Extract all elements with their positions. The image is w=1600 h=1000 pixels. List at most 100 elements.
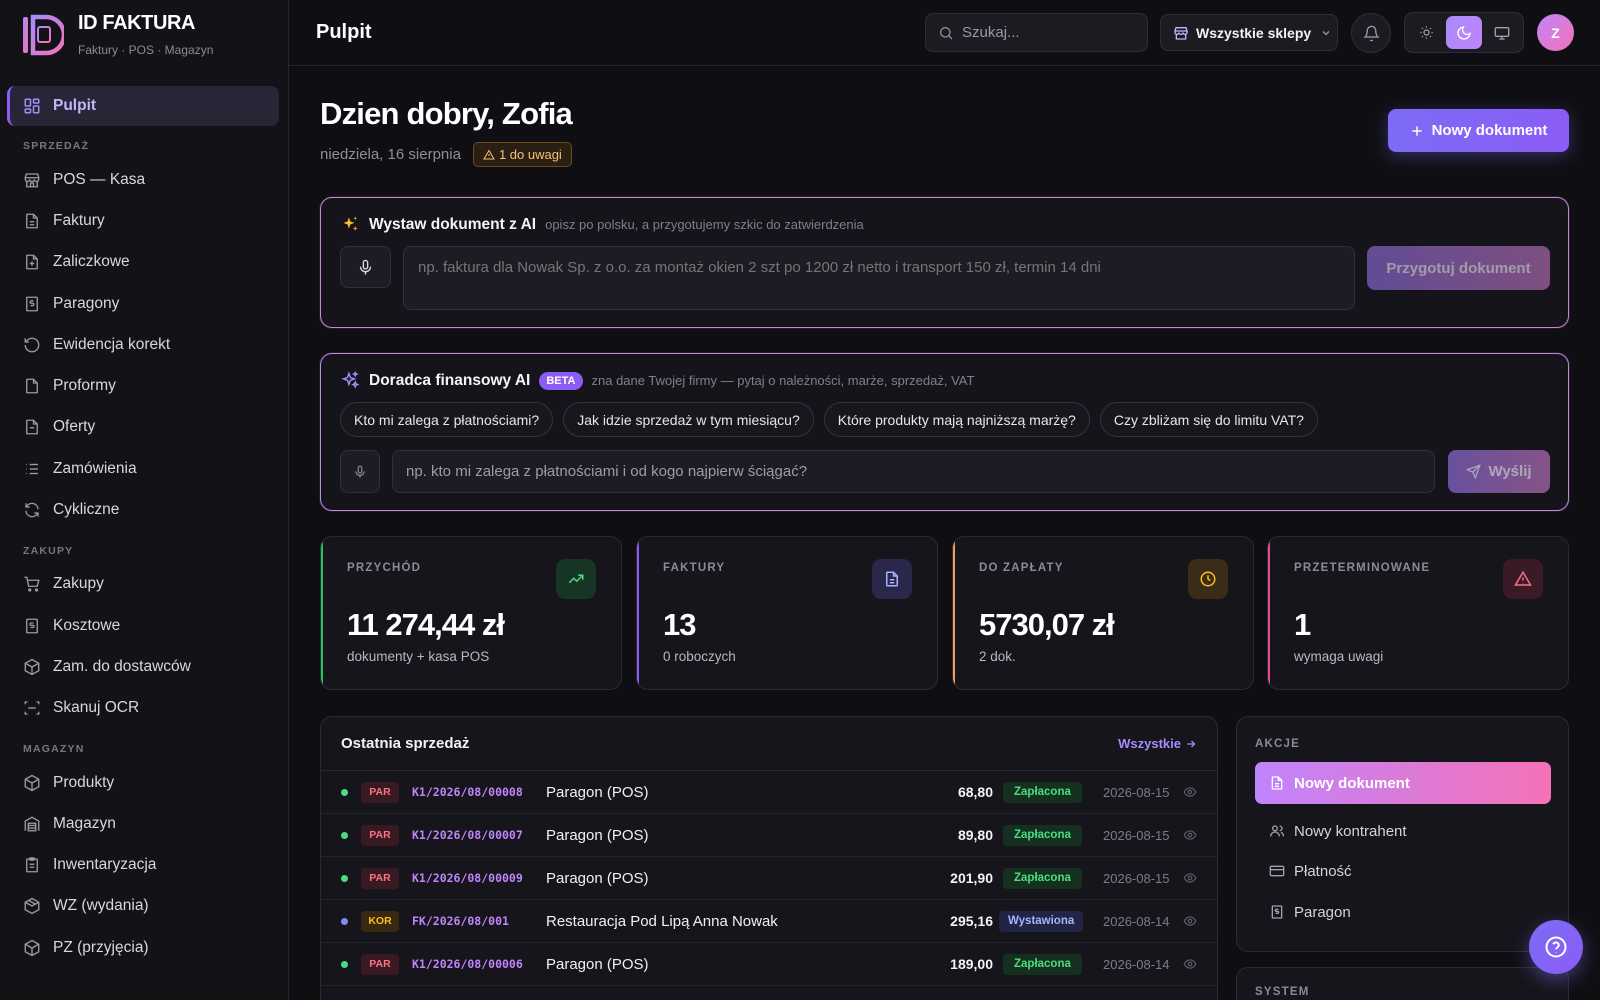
sparkles-icon <box>341 371 360 389</box>
eye-icon[interactable] <box>1183 957 1197 971</box>
kpi-label: FAKTURY <box>663 562 726 574</box>
sidebar-item-zamowienia[interactable]: Zamówienia <box>7 448 279 489</box>
kpi-card-revenue[interactable]: PRZYCHÓD 11 274,44 zł dokumenty + kasa P… <box>320 536 622 690</box>
sidebar-item-ewidencja-korekt[interactable]: Ewidencja korekt <box>7 324 279 365</box>
suggestion-chip[interactable]: Jak idzie sprzedaż w tym miesiącu? <box>563 402 814 437</box>
new-document-button[interactable]: Nowy dokument <box>1388 109 1569 152</box>
actions-title: AKCJE <box>1255 738 1300 750</box>
sidebar-item-magazyn[interactable]: Magazyn <box>7 803 279 844</box>
sidebar-item-zakupy[interactable]: Zakupy <box>7 564 279 605</box>
theme-dark-button[interactable] <box>1446 16 1482 49</box>
suggestion-chip[interactable]: Które produkty mają najniższą marżę? <box>823 402 1090 437</box>
document-number[interactable]: K1/2026/08/00008 <box>412 785 523 799</box>
kpi-icon-box <box>556 559 596 599</box>
clipboard-icon <box>26 419 38 435</box>
eye-icon[interactable] <box>1183 871 1197 885</box>
sidebar-section-title: SPRZEDAŻ <box>23 140 90 152</box>
document-date: 2026-08-15 <box>1103 827 1170 843</box>
attention-badge[interactable]: 1 do uwagi <box>472 142 572 167</box>
table-row[interactable]: KOR FK/2026/08/001 Restauracja Pod Lipą An… <box>321 900 1217 943</box>
kpi-card-overdue[interactable]: PRZETERMINOWANE 1 wymaga uwagi <box>1267 536 1569 690</box>
prepare-document-button[interactable]: Przygotuj dokument <box>1367 246 1550 290</box>
document-amount: 201,90 <box>950 870 993 886</box>
document-number[interactable]: K1/2026/08/00006 <box>412 957 523 971</box>
store-icon <box>24 172 40 188</box>
microphone-icon <box>359 259 372 275</box>
sun-icon <box>1419 26 1433 39</box>
kpi-value: 5730,07 zł <box>979 607 1115 642</box>
avatar[interactable]: Z <box>1537 14 1574 51</box>
help-button[interactable] <box>1529 920 1583 974</box>
store-select-value: Wszystkie sklepy <box>1196 24 1312 41</box>
eye-icon[interactable] <box>1183 828 1197 842</box>
sidebar-item-pos-kasa[interactable]: POS — Kasa <box>7 159 279 200</box>
ai-advisor-card: Doradca finansowy AI BETA zna dane Twoje… <box>320 353 1569 511</box>
dashboard-icon <box>24 98 40 114</box>
ai-advisor-input[interactable]: np. kto mi zalega z płatnościami i od ko… <box>392 450 1435 493</box>
sidebar-item-cykliczne[interactable]: Cykliczne <box>7 489 279 530</box>
users-icon <box>1270 825 1284 837</box>
table-row[interactable]: PAR K1/2026/08/00008 Paragon (POS) 68,80 Zap… <box>321 771 1217 814</box>
sidebar-item-kosztowe[interactable]: Kosztowe <box>7 605 279 646</box>
store-select[interactable]: Wszystkie sklepy <box>1160 14 1338 51</box>
sidebar-item-paragony[interactable]: Paragony <box>7 283 279 324</box>
receipt-icon <box>26 296 38 311</box>
table-row[interactable]: PAR K1/2026/08/00007 Paragon (POS) 89,80 Zap… <box>321 814 1217 857</box>
document-amount: 68,80 <box>957 784 993 800</box>
sidebar-item-faktury[interactable]: Faktury <box>7 200 279 241</box>
eye-icon[interactable] <box>1183 914 1197 928</box>
suggestion-chip[interactable]: Kto mi zalega z płatnościami? <box>340 402 554 437</box>
ai-advisor-mic-button[interactable] <box>340 450 380 493</box>
search-icon <box>940 26 953 39</box>
brand-logo-icon <box>23 14 64 56</box>
document-amount: 189,00 <box>950 956 993 972</box>
view-all-link[interactable]: Wszystkie <box>1118 736 1197 751</box>
action-receipt-button[interactable]: Paragon <box>1255 893 1551 931</box>
sidebar-item-label: Kosztowe <box>53 616 121 634</box>
search-input[interactable] <box>962 24 1122 41</box>
action-label: Nowy kontrahent <box>1294 822 1407 840</box>
send-button[interactable]: Wyślij <box>1448 450 1550 493</box>
sidebar-item-pz-przyjecia[interactable]: PZ (przyjęcia) <box>7 927 279 968</box>
sidebar-item-zam-do-dostawcow[interactable]: Zam. do dostawców <box>7 646 279 687</box>
kpi-card-to-pay[interactable]: DO ZAPŁATY 5730,07 zł 2 dok. <box>952 536 1254 690</box>
document-number[interactable]: K1/2026/08/00009 <box>412 871 523 885</box>
sidebar-item-label: Zaliczkowe <box>53 253 130 271</box>
eye-icon[interactable] <box>1183 785 1197 799</box>
sidebar-item-wz-wydania[interactable]: WZ (wydania) <box>7 886 279 927</box>
document-amount: 89,80 <box>957 827 993 843</box>
sidebar-item-pulpit[interactable]: Pulpit <box>7 86 279 126</box>
topbar: Pulpit Wszystkie sklepy Z <box>289 0 1600 66</box>
search-box[interactable] <box>925 13 1148 52</box>
notifications-button[interactable] <box>1351 13 1391 53</box>
sidebar-item-skanuj-ocr[interactable]: Skanuj OCR <box>7 688 279 729</box>
sidebar-item-proformy[interactable]: Proformy <box>7 365 279 406</box>
action-payment-button[interactable]: Płatność <box>1255 852 1551 890</box>
table-row[interactable]: PAR K1/2026/08/00006 Paragon (POS) 189,00 Za… <box>321 943 1217 986</box>
ai-advisor-subtitle: zna dane Twojej firmy — pytaj o należnoś… <box>591 373 975 388</box>
theme-system-button[interactable] <box>1484 16 1520 49</box>
table-row[interactable]: PAR K1/2026/08/00009 Paragon (POS) 201,90 Za… <box>321 857 1217 900</box>
document-name: Paragon (POS) <box>546 955 649 973</box>
ai-document-card: Wystaw dokument z AI opisz po polsku, a … <box>320 197 1569 328</box>
status-badge: Wystawiona <box>999 910 1084 932</box>
document-number[interactable]: FK/2026/08/001 <box>412 914 509 928</box>
list-icon <box>26 463 38 474</box>
kpi-card-invoices[interactable]: FAKTURY 13 0 roboczych <box>636 536 938 690</box>
sidebar-item-inwentaryzacja[interactable]: Inwentaryzacja <box>7 844 279 885</box>
document-number[interactable]: K1/2026/08/00007 <box>412 828 523 842</box>
suggestion-chip[interactable]: Czy zbliżam się do limitu VAT? <box>1099 402 1318 437</box>
action-new-contractor-button[interactable]: Nowy kontrahent <box>1255 812 1551 850</box>
status-badge: Zapłacona <box>1003 824 1082 846</box>
sidebar-item-oferty[interactable]: Oferty <box>7 407 279 448</box>
theme-light-button[interactable] <box>1408 16 1444 49</box>
sidebar-item-zaliczkowe[interactable]: Zaliczkowe <box>7 242 279 283</box>
store-icon <box>1174 26 1188 40</box>
ai-document-input[interactable] <box>403 246 1355 310</box>
brand[interactable]: ID FAKTURA Faktury · POS · Magazyn <box>22 12 213 57</box>
sidebar-item-produkty[interactable]: Produkty <box>7 762 279 803</box>
action-new-document-button[interactable]: Nowy dokument <box>1255 762 1551 804</box>
chevron-down-icon <box>1322 30 1330 35</box>
status-badge: Zapłacona <box>1003 867 1082 889</box>
ai-document-mic-button[interactable] <box>340 246 391 288</box>
